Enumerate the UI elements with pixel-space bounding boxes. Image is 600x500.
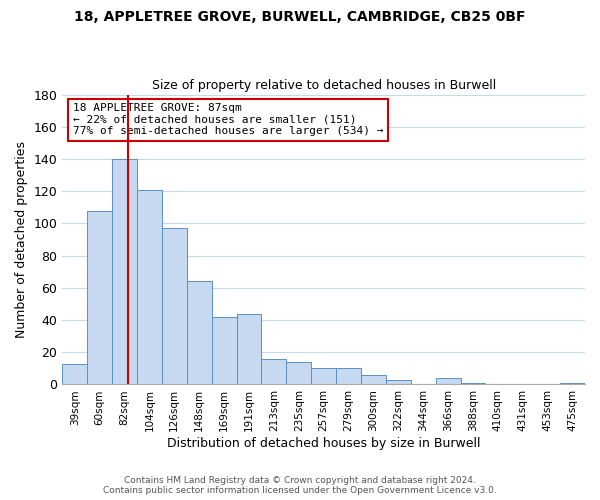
Bar — [187, 282, 212, 385]
Bar — [212, 317, 236, 384]
Bar — [87, 210, 112, 384]
Bar — [137, 190, 162, 384]
Bar — [461, 383, 485, 384]
Text: Contains HM Land Registry data © Crown copyright and database right 2024.
Contai: Contains HM Land Registry data © Crown c… — [103, 476, 497, 495]
Bar — [112, 159, 137, 384]
Bar — [286, 362, 311, 384]
Bar — [262, 358, 286, 384]
Bar — [311, 368, 336, 384]
Y-axis label: Number of detached properties: Number of detached properties — [15, 141, 28, 338]
Bar — [386, 380, 411, 384]
Bar — [361, 375, 386, 384]
Bar — [436, 378, 461, 384]
Bar — [236, 314, 262, 384]
X-axis label: Distribution of detached houses by size in Burwell: Distribution of detached houses by size … — [167, 437, 481, 450]
Bar — [560, 383, 585, 384]
Bar — [336, 368, 361, 384]
Bar — [62, 364, 87, 384]
Title: Size of property relative to detached houses in Burwell: Size of property relative to detached ho… — [152, 79, 496, 92]
Text: 18 APPLETREE GROVE: 87sqm
← 22% of detached houses are smaller (151)
77% of semi: 18 APPLETREE GROVE: 87sqm ← 22% of detac… — [73, 104, 383, 136]
Text: 18, APPLETREE GROVE, BURWELL, CAMBRIDGE, CB25 0BF: 18, APPLETREE GROVE, BURWELL, CAMBRIDGE,… — [74, 10, 526, 24]
Bar — [162, 228, 187, 384]
